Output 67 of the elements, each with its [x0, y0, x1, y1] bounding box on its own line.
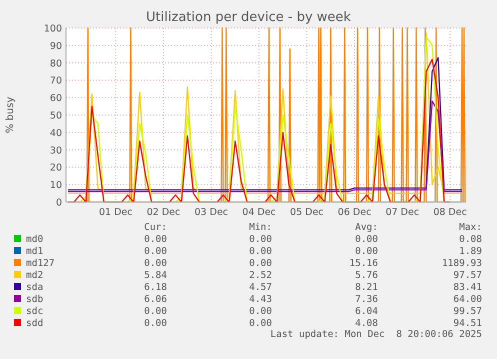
chart-title: Utilization per device - by week: [146, 10, 352, 25]
legend-label: sdc: [26, 306, 44, 317]
y-tick-label: 50: [50, 110, 62, 122]
x-tick-label: 05 Dec: [290, 207, 324, 218]
text: 0.00: [355, 246, 378, 257]
y-tick-label: 30: [50, 145, 62, 156]
text: 1.89: [459, 246, 482, 257]
text: Avg:: [355, 222, 378, 233]
text: 4.08: [355, 318, 378, 329]
legend-label: md0: [26, 234, 44, 245]
text: Cur:: [144, 222, 167, 233]
text: 99.57: [453, 306, 482, 317]
text: 64.00: [453, 294, 482, 305]
legend-label: md2: [26, 270, 44, 281]
text: 4.43: [249, 294, 272, 305]
text: 0.00: [144, 318, 168, 329]
text: 6.04: [355, 306, 378, 317]
text: 0.00: [355, 234, 378, 245]
y-tick-label: 70: [50, 76, 62, 87]
text: 97.57: [453, 270, 482, 281]
text: 5.84: [144, 270, 168, 281]
legend-label: sda: [26, 282, 44, 293]
text: Max:: [459, 222, 482, 233]
y-tick-label: 20: [50, 162, 62, 174]
text: 0.00: [249, 306, 272, 317]
text: 94.51: [453, 318, 482, 329]
legend-label: sdd: [26, 318, 44, 329]
y-tick-label: 40: [50, 128, 62, 139]
x-tick-label: 02 Dec: [146, 207, 180, 218]
y-tick-label: 80: [50, 58, 62, 70]
line-series: [67, 100, 463, 192]
text: 8.21: [355, 282, 378, 293]
legend-label: md1: [26, 246, 44, 257]
x-tick-label: 03 Dec: [194, 207, 228, 218]
text: 6.06: [144, 294, 168, 305]
text: 0.00: [249, 318, 272, 329]
y-tick-label: 60: [50, 93, 62, 104]
text: 0.00: [144, 306, 168, 317]
text: 7.36: [355, 294, 378, 305]
x-tick-label: 08 Dec: [433, 207, 467, 218]
text: 0.00: [144, 258, 168, 269]
text: 5.76: [355, 270, 378, 281]
text: Min:: [249, 222, 272, 233]
text: 83.41: [453, 282, 482, 293]
text: 0.00: [144, 246, 168, 257]
text: Last update: Mon Dec 8 20:00:06 2025: [270, 329, 482, 340]
x-tick-label: 06 Dec: [338, 207, 372, 218]
text: 2.52: [249, 270, 272, 281]
legend-label: md127: [26, 258, 55, 269]
x-tick-label: 07 Dec: [386, 207, 420, 218]
text: 0.00: [249, 258, 272, 269]
legend-label: sdb: [26, 294, 44, 305]
text: 4.57: [249, 282, 272, 293]
y-axis-title: % busy: [5, 96, 16, 134]
text: 15.16: [349, 258, 378, 269]
text: 0.00: [144, 234, 168, 245]
y-tick-label: 90: [50, 40, 62, 52]
y-tick-label: 0: [56, 198, 62, 208]
text: 0.08: [459, 234, 482, 245]
y-tick-label: 10: [50, 180, 62, 192]
y-tick-label: 100: [44, 24, 62, 34]
x-tick-label: 01 Dec: [99, 207, 132, 218]
text: 0.00: [249, 234, 272, 245]
text: 0.00: [249, 246, 272, 257]
x-tick-label: 04 Dec: [242, 207, 276, 218]
text: 1189.93: [442, 258, 482, 269]
text: 6.18: [144, 282, 168, 293]
